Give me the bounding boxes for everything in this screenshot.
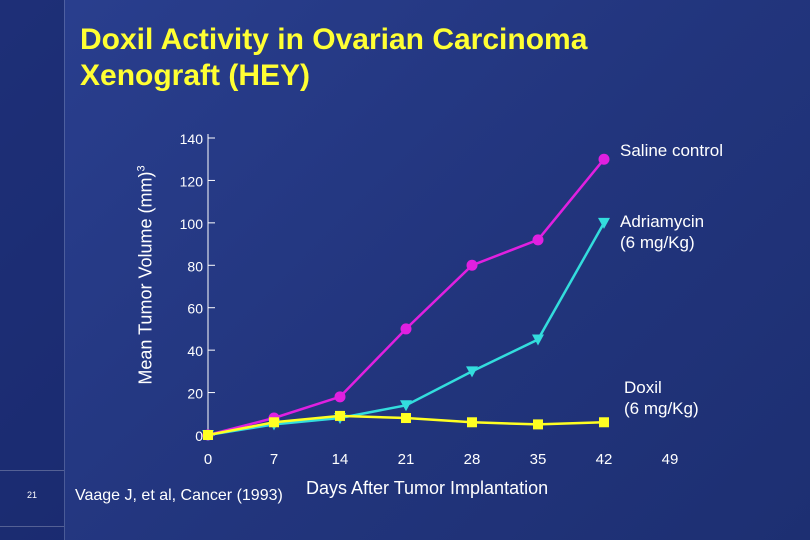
- y-tick-label: 40: [187, 343, 203, 359]
- y-tick-label: 140: [180, 131, 204, 147]
- x-tick-label: 0: [204, 451, 212, 468]
- x-tick-label: 42: [596, 451, 613, 468]
- data-point-doxil: [467, 417, 477, 428]
- data-point-doxil: [599, 417, 609, 428]
- legend-saline: Saline control: [620, 141, 724, 160]
- x-tick-label: 49: [662, 451, 679, 468]
- data-point-saline: [532, 234, 544, 246]
- data-point-doxil: [269, 417, 279, 428]
- data-point-saline: [466, 259, 478, 271]
- x-tick-label: 28: [464, 451, 481, 468]
- data-point-doxil: [335, 410, 345, 421]
- data-point-adriamycin: [598, 217, 610, 229]
- y-tick-label: 20: [187, 386, 203, 402]
- data-point-adriamycin: [532, 334, 544, 346]
- legend-doxil-line-2: (6 mg/Kg): [624, 399, 699, 418]
- series-line-0: [207, 158, 605, 437]
- left-band: [0, 0, 64, 540]
- legend-adriamycin-line-1: Adriamycin: [620, 212, 705, 231]
- x-tick-label: 7: [270, 451, 278, 468]
- legend-doxil-line-1: Doxil: [624, 378, 662, 397]
- data-point-doxil: [533, 419, 543, 430]
- slide-number-box: [0, 470, 64, 527]
- title-line-1: Doxil Activity in Ovarian Carcinoma: [80, 23, 588, 56]
- legend-doxil: Doxil (6 mg/Kg): [624, 377, 699, 419]
- data-point-saline: [334, 391, 346, 403]
- x-tick-label: 21: [398, 451, 415, 468]
- title-line-2: Xenograft (HEY): [80, 59, 311, 92]
- y-tick-label: 100: [180, 216, 204, 232]
- legend-adriamycin-line-2: (6 mg/Kg): [620, 233, 695, 252]
- legend-adriamycin: Adriamycin (6 mg/Kg): [620, 211, 704, 253]
- data-point-adriamycin: [466, 366, 478, 378]
- left-band-divider: [64, 0, 65, 540]
- slide-title: Doxil Activity in Ovarian Carcinoma Xeno…: [80, 22, 700, 94]
- y-tick-label: 60: [187, 301, 203, 317]
- slide-number: 21: [26, 490, 37, 500]
- x-tick-label: 35: [530, 451, 547, 468]
- data-point-doxil: [401, 413, 411, 424]
- y-tick-label: 120: [180, 173, 204, 189]
- y-tick-label: 0: [195, 428, 203, 444]
- y-tick-label: 80: [187, 258, 203, 274]
- x-tick-label: 14: [332, 451, 349, 468]
- data-point-saline: [400, 323, 412, 335]
- citation: Vaage J, et al, Cancer (1993): [75, 487, 283, 504]
- data-point-saline: [598, 153, 610, 165]
- data-point-adriamycin: [400, 400, 412, 412]
- x-axis-label: Days After Tumor Implantation: [306, 478, 549, 498]
- data-point-doxil: [203, 430, 213, 440]
